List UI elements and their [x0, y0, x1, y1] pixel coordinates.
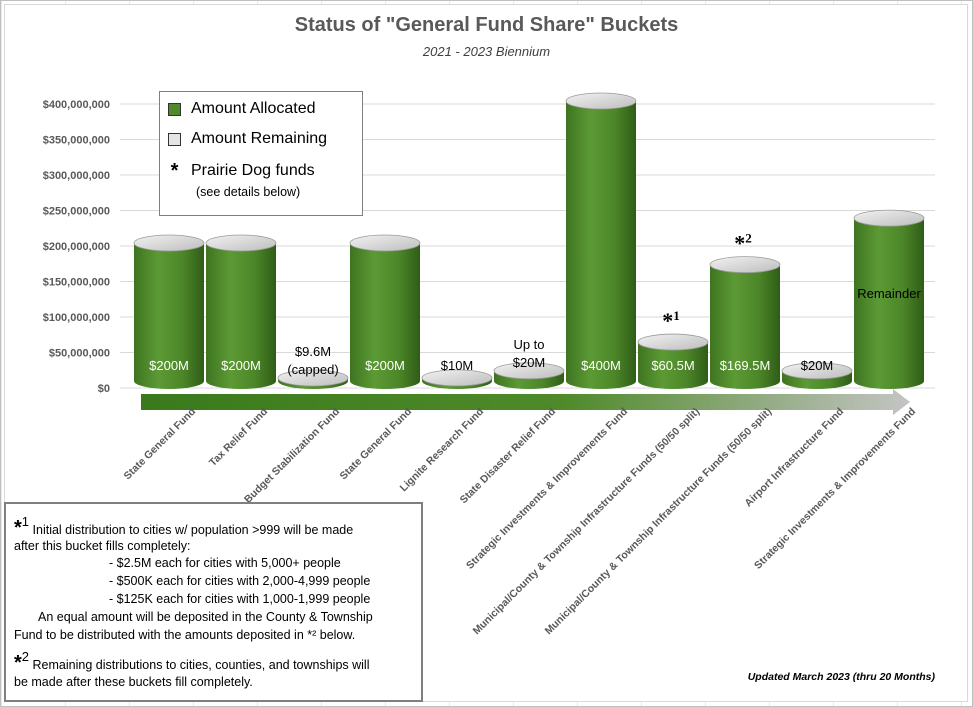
footnote-box: *1 Initial distribution to cities w/ pop…: [4, 502, 423, 702]
bar: [133, 234, 205, 389]
asterisk-icon: *: [14, 517, 22, 539]
bar-body: [134, 243, 204, 389]
x-tick-label: Strategic Investments & Improvements Fun…: [752, 406, 918, 572]
footnote-1-item-3: - $125K each for cities with 1,000-1,999…: [109, 592, 371, 606]
bar: [277, 369, 349, 389]
bar-top: [709, 256, 781, 274]
y-tick-label: $300,000,000: [43, 170, 110, 182]
legend-swatch-remaining: [168, 132, 181, 146]
bar-top: [421, 369, 493, 387]
bar-top: [277, 369, 349, 387]
bar-body: [854, 218, 924, 389]
legend-label-prairie-dog: Prairie Dog funds: [191, 162, 315, 179]
bar: [565, 92, 637, 389]
y-tick-label: $400,000,000: [43, 99, 110, 111]
y-tick-label: $100,000,000: [43, 312, 110, 324]
bar-top: [565, 92, 637, 110]
data-label: $169.5M: [720, 358, 771, 373]
bar: [781, 362, 853, 389]
footnote-2-text: Remaining distributions to cities, count…: [32, 658, 370, 672]
bar: [493, 362, 565, 389]
legend-label-allocated: Amount Allocated: [191, 100, 316, 117]
bar: [853, 209, 925, 389]
legend-item-prairie-dog: * Prairie Dog funds: [168, 160, 315, 182]
legend-note: (see details below): [196, 185, 301, 199]
y-tick-label: $0: [98, 383, 110, 395]
data-label: $200M: [365, 358, 405, 373]
footnote-1-line-1: *1 Initial distribution to cities w/ pop…: [14, 514, 353, 540]
data-label: Up to $20M: [513, 337, 546, 370]
footnote-1-text: Initial distribution to cities w/ popula…: [32, 523, 354, 537]
bar: [205, 234, 277, 389]
data-label: $20M: [801, 358, 834, 373]
marker-label: *1: [662, 308, 680, 333]
legend-item-remaining: Amount Remaining: [168, 130, 327, 148]
data-label: Remainder: [857, 286, 921, 301]
data-label: $9.6M (capped): [287, 344, 338, 377]
x-tick-label: Tax Relief Fund: [207, 406, 270, 469]
footnote-1-number: 1: [21, 514, 30, 529]
bar-top: [493, 362, 565, 380]
bar: [421, 369, 493, 389]
bar-body: [206, 243, 276, 389]
x-tick-label: State General Fund: [122, 406, 199, 483]
x-tick-label: Lignite Research Fund: [398, 406, 487, 495]
y-tick-label: $250,000,000: [43, 206, 110, 218]
bar-body: [566, 101, 636, 389]
legend-label-remaining: Amount Remaining: [191, 130, 328, 147]
legend-item-allocated: Amount Allocated: [168, 100, 316, 118]
bar-top: [637, 333, 709, 351]
data-label: $60.5M: [651, 358, 694, 373]
bar-top: [133, 234, 205, 252]
footnote-1-line-4: Fund to be distributed with the amounts …: [14, 628, 356, 642]
asterisk-icon: *: [14, 652, 22, 674]
y-tick-label: $50,000,000: [49, 348, 110, 360]
data-label: $200M: [221, 358, 261, 373]
bar-top: [781, 362, 853, 380]
updated-note: Updated March 2023 (thru 20 Months): [747, 671, 935, 683]
bar: [709, 256, 781, 389]
footnote-1-item-2: - $500K each for cities with 2,000-4,999…: [109, 574, 371, 588]
y-tick-label: $350,000,000: [43, 135, 110, 147]
data-label: $10M: [441, 358, 474, 373]
bar-top: [853, 209, 925, 227]
x-tick-label: State General Fund: [338, 406, 415, 483]
footnote-1-line-3: An equal amount will be deposited in the…: [38, 610, 373, 624]
chart-title: Status of "General Fund Share" Buckets: [294, 14, 679, 36]
legend: Amount Allocated Amount Remaining * Prai…: [159, 91, 363, 216]
y-tick-label: $200,000,000: [43, 241, 110, 253]
bar-body: [638, 342, 708, 389]
bar: [637, 333, 709, 389]
chart-subtitle: 2021 - 2023 Biennium: [422, 44, 551, 59]
footnote-2-line-2: be made after these buckets fill complet…: [14, 675, 253, 689]
y-tick-label: $150,000,000: [43, 277, 110, 289]
bar-body: [710, 264, 780, 389]
x-tick-label: Strategic Investments & Improvements Fun…: [464, 406, 630, 572]
footnote-2-line-1: *2 Remaining distributions to cities, co…: [14, 649, 370, 675]
data-label: $200M: [149, 358, 189, 373]
asterisk-icon: *: [170, 160, 179, 182]
flow-arrow: [141, 389, 910, 415]
bar-top: [349, 234, 421, 252]
bar-body: [350, 243, 420, 389]
legend-swatch-allocated: [168, 102, 181, 116]
marker-label: *2: [734, 231, 752, 256]
data-label: $400M: [581, 358, 621, 373]
footnote-1-line-2: after this bucket fills completely:: [14, 539, 191, 553]
bar: [349, 234, 421, 389]
footnote-2-number: 2: [21, 649, 30, 664]
bar-top: [205, 234, 277, 252]
footnote-1-item-1: - $2.5M each for cities with 5,000+ peop…: [109, 556, 341, 570]
